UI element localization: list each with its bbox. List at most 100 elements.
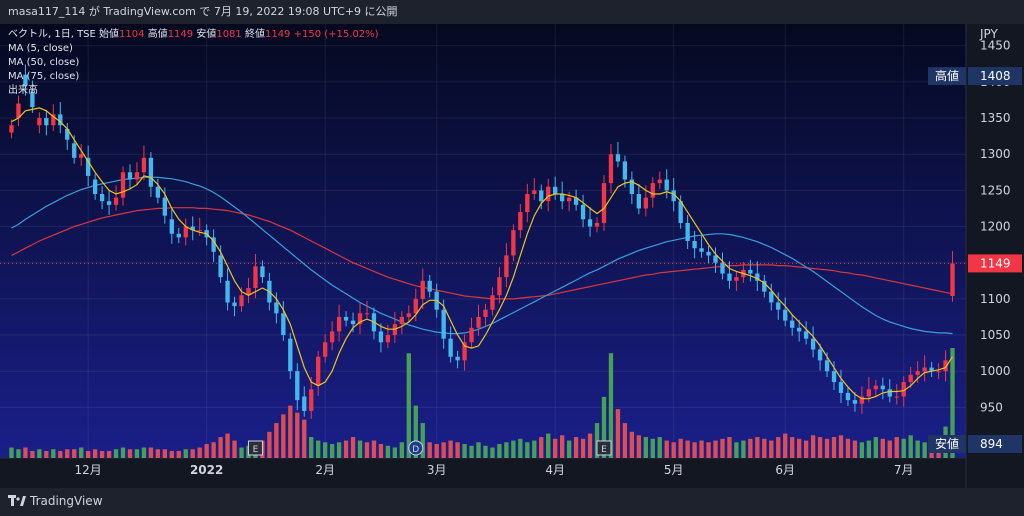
volume-bar [831, 437, 837, 458]
high-marker-label: 高値 [935, 68, 959, 83]
indicator-ma5[interactable]: MA (5, close) [8, 43, 73, 54]
candle-body [469, 327, 474, 343]
candle-body [176, 233, 181, 238]
x-tick-label: 2022 [190, 463, 223, 477]
tradingview-logo[interactable]: TradingView [8, 494, 103, 508]
candle-body [441, 309, 446, 339]
volume-bar [316, 440, 321, 458]
candle-body [413, 298, 418, 314]
candle-body [608, 154, 614, 184]
volume-bar [336, 442, 342, 458]
volume-bar [448, 440, 453, 458]
candle-body [316, 356, 321, 386]
volume-bar [671, 442, 676, 458]
volume-bar [636, 435, 641, 458]
candle-body [323, 342, 328, 357]
candle-body [427, 280, 432, 292]
volume-bar [385, 445, 391, 458]
low-marker-value-bg [968, 435, 1022, 453]
candle-body [148, 157, 154, 187]
volume-bar [887, 440, 892, 458]
volume-bar [713, 440, 718, 458]
currency-label: JPY [979, 27, 999, 41]
candle-body [734, 277, 739, 281]
volume-bar [706, 442, 711, 458]
change-value: +150 (+15.02%) [293, 29, 379, 40]
high-marker-value: 1408 [980, 69, 1011, 83]
volume-bar [699, 440, 704, 458]
volume-bar [329, 444, 335, 458]
publish-caption-bar: masa117_114 が TradingView.com で 7月 19, 2… [0, 0, 1024, 24]
candle-body [336, 316, 342, 332]
volume-bar [720, 438, 725, 458]
volume-bar [37, 449, 42, 458]
volume-bar [601, 396, 607, 458]
candle-body [908, 374, 913, 383]
volume-bar [643, 437, 648, 458]
volume-bar [469, 445, 474, 458]
volume-bar [922, 442, 927, 458]
candle-body [880, 385, 885, 390]
candle-body [887, 389, 892, 397]
volume-bar [650, 438, 655, 458]
candle-body [127, 172, 133, 180]
volume-bar [950, 348, 955, 458]
volume-bar [176, 451, 181, 458]
candle-body [553, 186, 558, 194]
y-tick-label: 1000 [980, 364, 1011, 378]
volume-bar [580, 438, 586, 458]
candle-body [183, 226, 188, 238]
price-chart[interactable]: 1450140013501300125012001150110010501000… [0, 24, 1024, 488]
volume-bar [239, 447, 244, 458]
indicator-ma75[interactable]: MA (75, close) [8, 71, 80, 82]
volume-bar [880, 438, 885, 458]
volume-bar [511, 440, 516, 458]
publish-caption: masa117_114 が TradingView.com で 7月 19, 2… [8, 5, 398, 18]
candle-body [302, 396, 307, 411]
candle-body [246, 288, 251, 296]
y-tick-label: 1300 [980, 147, 1011, 161]
candle-body [748, 269, 753, 274]
footer-bar: TradingView [0, 488, 1024, 516]
volume-bar [141, 447, 147, 458]
open-label: 始値 [99, 29, 120, 40]
candle-body [462, 342, 467, 361]
plot-background [0, 24, 966, 458]
volume-bar [357, 440, 363, 458]
volume-bar [302, 419, 307, 458]
volume-bar [434, 444, 439, 458]
low-marker-label-bg [928, 435, 966, 453]
volume-bar [378, 444, 384, 458]
volume-bar [211, 442, 216, 458]
volume-bar [783, 433, 788, 458]
volume-bar [148, 447, 154, 458]
volume-bar [762, 438, 767, 458]
earnings-marker [596, 440, 612, 456]
volume-bar [727, 437, 732, 458]
volume-bar [197, 447, 202, 458]
candle-body [343, 316, 349, 321]
volume-bar [72, 449, 77, 458]
indicator-ma50[interactable]: MA (50, close) [8, 57, 80, 68]
candle-body [594, 222, 600, 227]
volume-bar [127, 449, 133, 458]
candle-body [72, 143, 77, 158]
indicator-volume[interactable]: 出来高 [8, 85, 38, 96]
volume-bar [23, 447, 28, 458]
volume-bar [657, 437, 662, 458]
volume-bar [323, 442, 328, 458]
candle-body [44, 118, 49, 126]
candle-body [573, 197, 579, 205]
volume-bar [901, 438, 906, 458]
candle-body [762, 280, 767, 292]
candle-body [399, 316, 404, 325]
volume-bar [817, 437, 823, 458]
volume-bar [232, 440, 237, 458]
volume-bar [309, 437, 314, 458]
candle-body [817, 349, 823, 361]
candle-body [706, 251, 711, 256]
volume-bar [51, 449, 56, 458]
close-label: 終値 [244, 29, 265, 40]
volume-bar [281, 414, 286, 458]
candle-body [218, 255, 223, 278]
